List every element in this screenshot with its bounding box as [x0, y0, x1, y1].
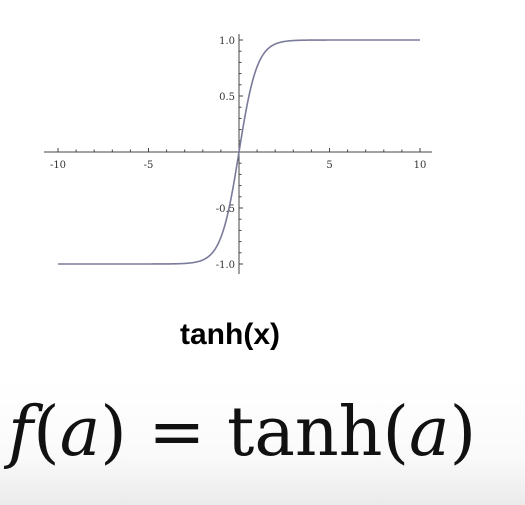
chart-caption: tanh(x) [180, 318, 280, 351]
formula: f(a) = tanh(a) [8, 388, 523, 478]
formula-space [127, 393, 149, 472]
y-tick-label: -1.0 [216, 260, 235, 271]
y-tick-label: 0.5 [219, 92, 235, 103]
x-tick-label: 10 [414, 160, 427, 171]
formula-space [205, 393, 227, 472]
y-tick-label: 1.0 [219, 36, 235, 47]
formula-close-paren: ) [100, 393, 127, 472]
formula-equals: = [148, 393, 206, 472]
formula-lhs-arg: a [59, 393, 101, 472]
tanh-curve [58, 39, 420, 265]
formula-close-paren: ) [449, 393, 477, 472]
formula-rhs-arg: a [409, 393, 450, 472]
x-tick-label: -5 [144, 160, 154, 171]
formula-lhs-fn: f [8, 393, 34, 472]
formula-open-paren: ( [382, 393, 410, 472]
x-tick-label: -10 [50, 160, 66, 171]
x-tick-label: 5 [326, 160, 332, 171]
tanh-chart: -10 -5 5 10 1.0 0.5 -0.5 -1.0 [44, 34, 432, 274]
y-tick-label: -0.5 [216, 204, 235, 215]
formula-band [0, 380, 525, 505]
formula-rhs-fn: tanh [227, 393, 383, 472]
formula-open-paren: ( [33, 393, 60, 472]
